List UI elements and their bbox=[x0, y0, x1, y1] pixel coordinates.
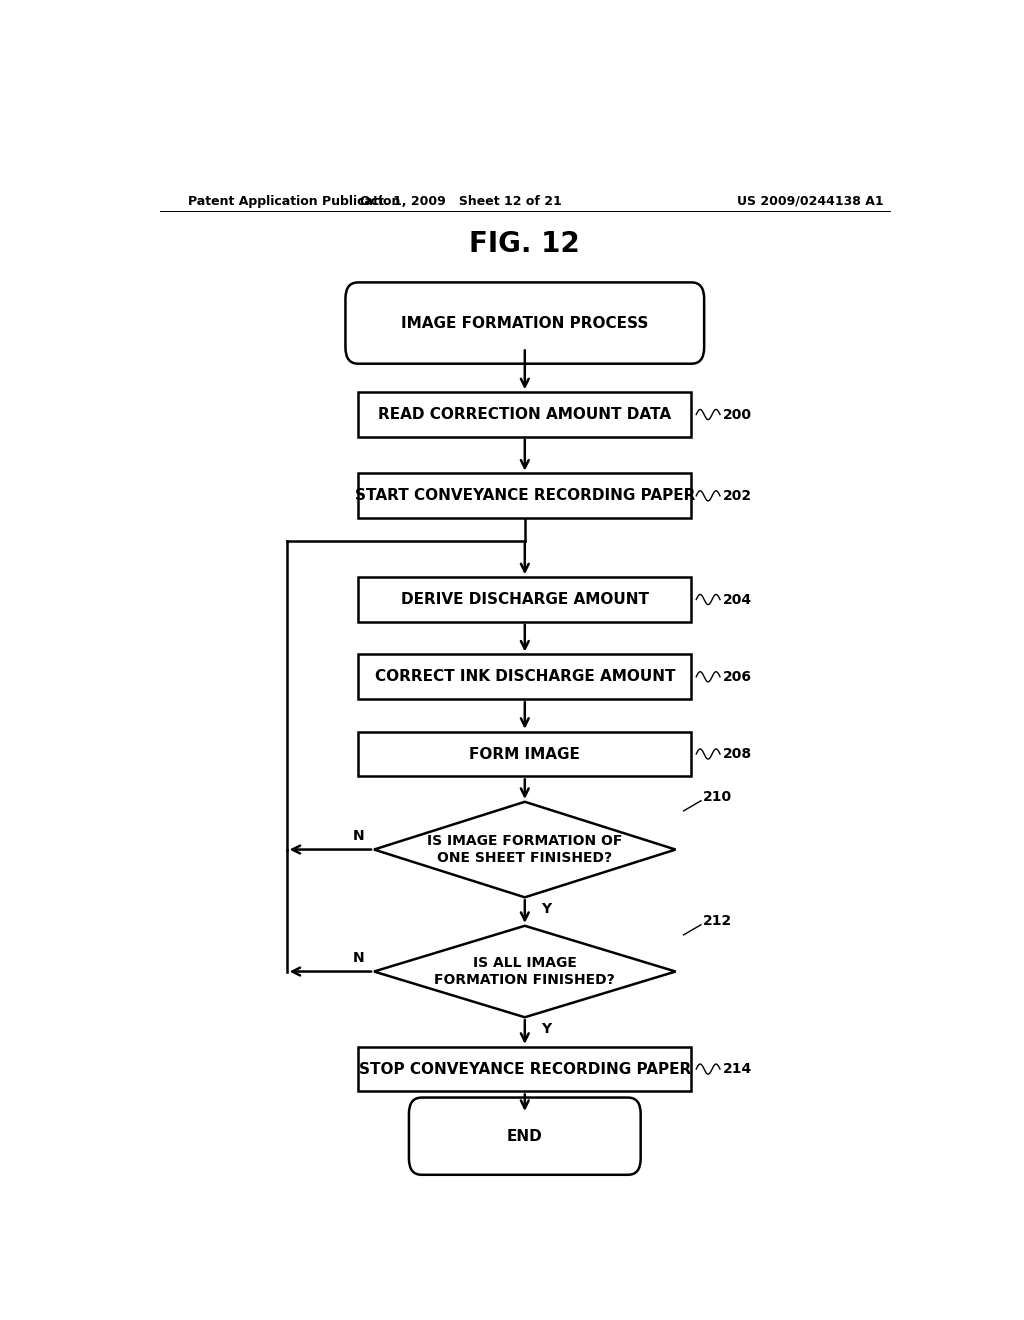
Text: 202: 202 bbox=[723, 488, 753, 503]
Bar bbox=[358, 577, 691, 622]
Text: IS IMAGE FORMATION OF
ONE SHEET FINISHED?: IS IMAGE FORMATION OF ONE SHEET FINISHED… bbox=[427, 834, 623, 865]
Polygon shape bbox=[374, 801, 676, 898]
FancyBboxPatch shape bbox=[409, 1097, 641, 1175]
Text: IMAGE FORMATION PROCESS: IMAGE FORMATION PROCESS bbox=[401, 315, 648, 330]
Text: N: N bbox=[353, 829, 365, 843]
Text: Y: Y bbox=[541, 903, 551, 916]
Bar bbox=[358, 655, 691, 700]
Text: 214: 214 bbox=[723, 1063, 753, 1076]
Bar bbox=[358, 392, 691, 437]
Text: 206: 206 bbox=[723, 669, 753, 684]
Text: CORRECT INK DISCHARGE AMOUNT: CORRECT INK DISCHARGE AMOUNT bbox=[375, 669, 675, 684]
Text: 208: 208 bbox=[723, 747, 753, 762]
Text: Y: Y bbox=[541, 1022, 551, 1036]
Bar bbox=[358, 1047, 691, 1092]
Text: DERIVE DISCHARGE AMOUNT: DERIVE DISCHARGE AMOUNT bbox=[400, 591, 649, 607]
Text: START CONVEYANCE RECORDING PAPER: START CONVEYANCE RECORDING PAPER bbox=[354, 488, 695, 503]
FancyBboxPatch shape bbox=[345, 282, 705, 364]
Text: END: END bbox=[507, 1129, 543, 1143]
Text: STOP CONVEYANCE RECORDING PAPER: STOP CONVEYANCE RECORDING PAPER bbox=[358, 1061, 691, 1077]
Bar bbox=[358, 731, 691, 776]
Text: Oct. 1, 2009   Sheet 12 of 21: Oct. 1, 2009 Sheet 12 of 21 bbox=[360, 194, 562, 207]
Text: US 2009/0244138 A1: US 2009/0244138 A1 bbox=[737, 194, 884, 207]
Text: N: N bbox=[353, 952, 365, 965]
Text: 200: 200 bbox=[723, 408, 753, 421]
Text: IS ALL IMAGE
FORMATION FINISHED?: IS ALL IMAGE FORMATION FINISHED? bbox=[434, 957, 615, 986]
Text: 210: 210 bbox=[702, 789, 732, 804]
Text: 212: 212 bbox=[702, 913, 732, 928]
Text: FORM IMAGE: FORM IMAGE bbox=[469, 747, 581, 762]
Polygon shape bbox=[374, 925, 676, 1018]
Text: 204: 204 bbox=[723, 593, 753, 606]
Text: Patent Application Publication: Patent Application Publication bbox=[187, 194, 400, 207]
Bar bbox=[358, 474, 691, 519]
Text: READ CORRECTION AMOUNT DATA: READ CORRECTION AMOUNT DATA bbox=[378, 407, 672, 422]
Text: FIG. 12: FIG. 12 bbox=[469, 230, 581, 257]
